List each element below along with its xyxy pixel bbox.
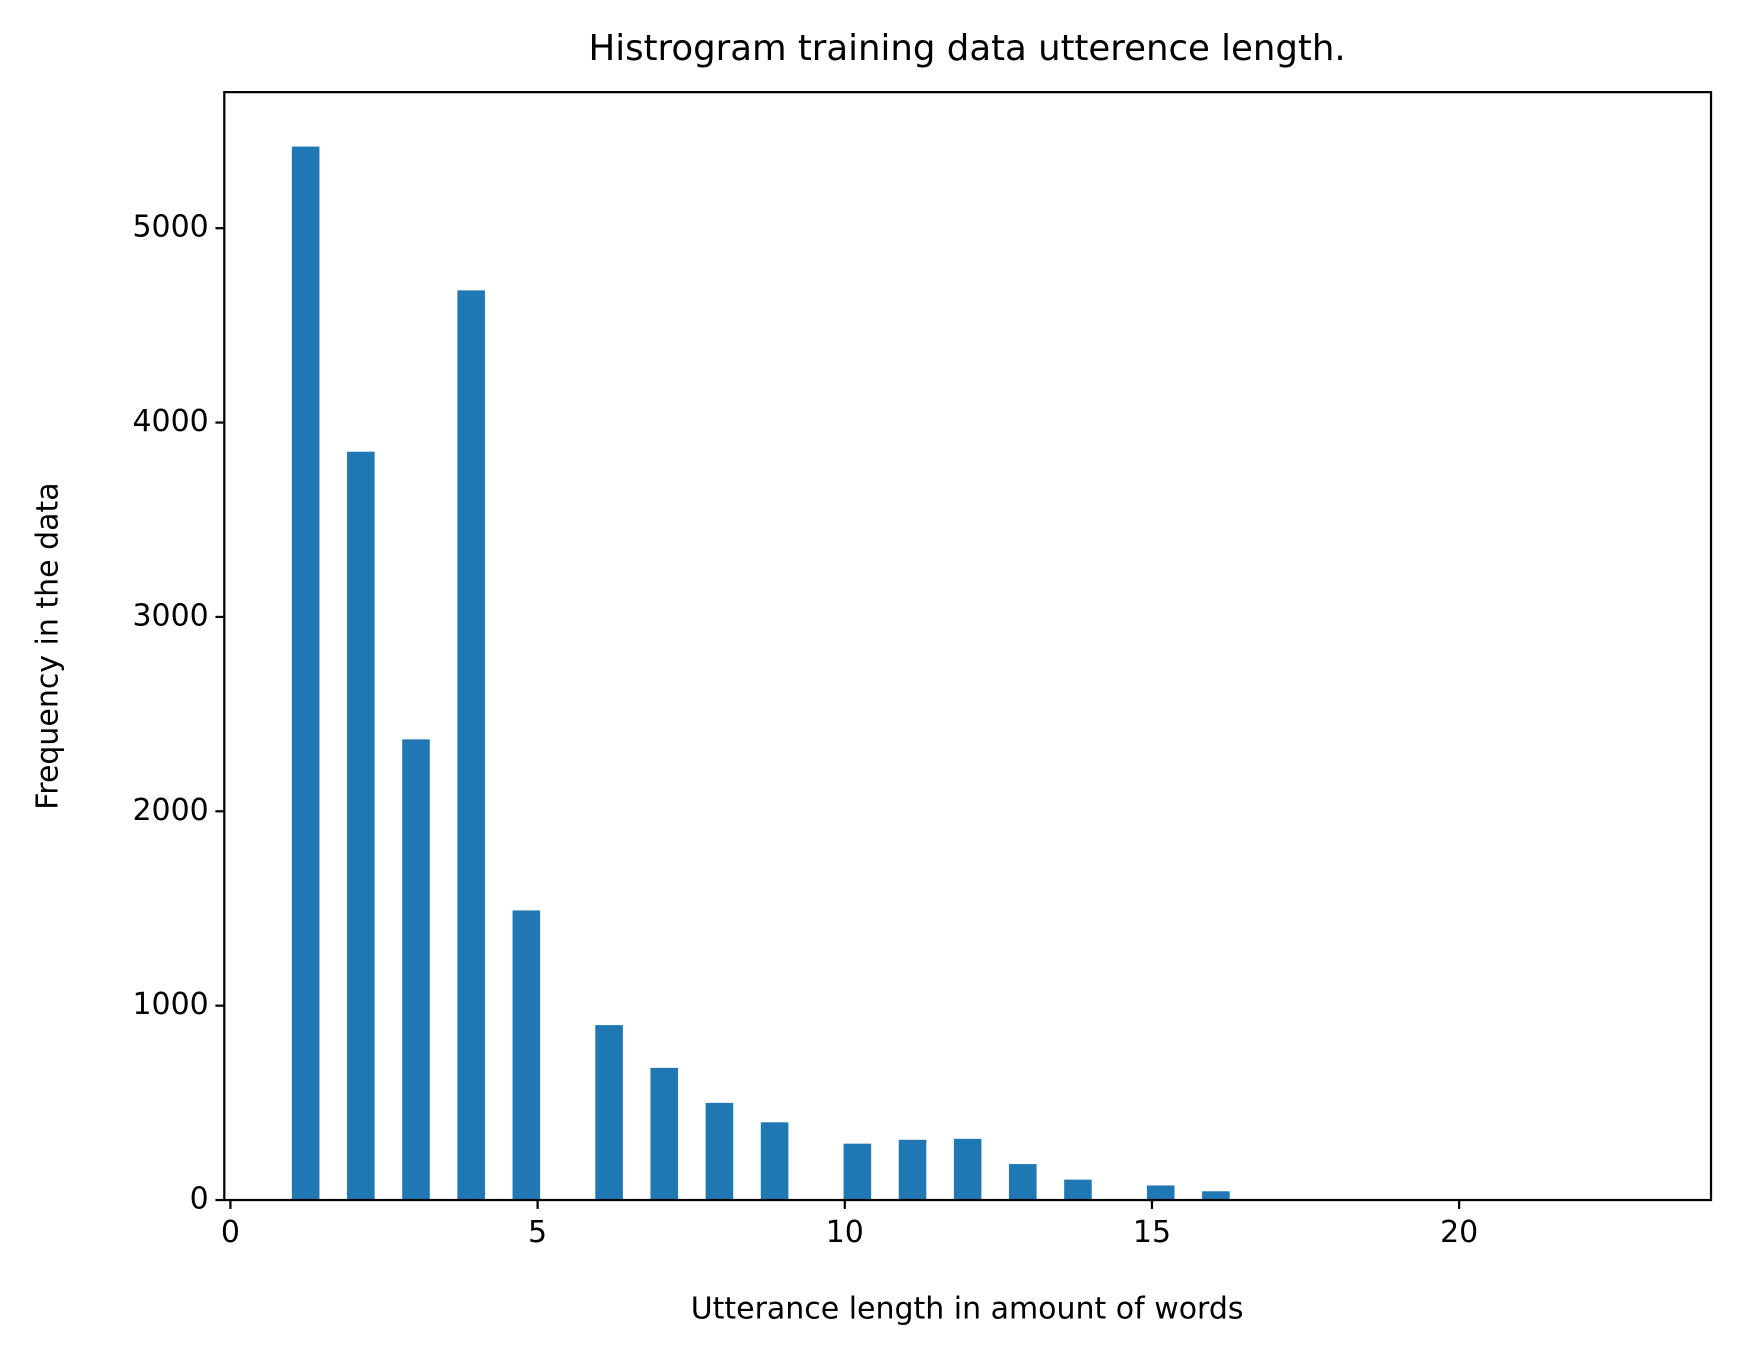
y-tick-label: 1000 [132,987,208,1022]
histogram-bar [1202,1191,1230,1201]
histogram-bar [402,739,430,1201]
histogram-bar [347,451,375,1201]
x-tick-label: 5 [528,1215,547,1250]
histogram-bar [512,910,541,1201]
x-tick-label: 20 [1440,1215,1478,1250]
x-tick-label: 0 [221,1215,240,1250]
axes-frame [223,91,1713,1202]
plot-area [291,146,1644,1201]
histogram-bar [650,1067,679,1201]
y-tick-label: 5000 [132,210,208,245]
x-tick-label: 15 [1133,1215,1171,1250]
y-tick-label: 4000 [132,404,208,439]
histogram-bar [953,1138,982,1201]
histogram-bar [760,1122,789,1201]
chart-title: Histrogram training data utterence lengt… [589,28,1346,69]
histogram-bar [457,290,485,1201]
histogram-bar [1009,1164,1037,1201]
histogram-bar [898,1139,927,1201]
y-tick-label: 0 [190,1182,209,1217]
histogram-bar [291,146,320,1201]
histogram-bar [1064,1179,1092,1201]
y-tick-label: 3000 [132,598,208,633]
histogram-bar [843,1143,872,1201]
y-axis-label: Frequency in the data [30,482,65,809]
histogram-bar [705,1102,734,1201]
histogram-bar [1146,1185,1175,1201]
histogram-bar [595,1025,623,1201]
x-axis-label: Utterance length in amount of words [691,1291,1244,1326]
y-tick-label: 2000 [132,793,208,828]
x-tick-label: 10 [826,1215,864,1250]
